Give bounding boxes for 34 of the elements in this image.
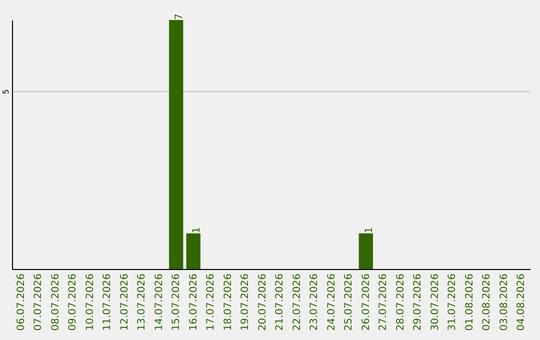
x-tick-label: 27.07.2026 bbox=[378, 274, 390, 331]
x-tick-label: 28.07.2026 bbox=[395, 274, 406, 331]
x-tick-label: 22.07.2026 bbox=[292, 274, 303, 331]
x-tick-label: 12.07.2026 bbox=[119, 274, 130, 331]
x-tick-label: 25.07.2026 bbox=[344, 274, 355, 331]
x-tick-label: 07.07.2026 bbox=[33, 274, 44, 331]
y-tick-label: 5 bbox=[2, 89, 10, 94]
x-tick-label: 04.08.2026 bbox=[516, 274, 528, 331]
data-label: 1 bbox=[364, 227, 375, 234]
x-tick-label: 31.07.2026 bbox=[447, 274, 458, 331]
x-tick-label: 15.07.2026 bbox=[171, 274, 182, 331]
x-tick-label: 13.07.2026 bbox=[136, 274, 148, 331]
x-tick-label: 11.07.2026 bbox=[102, 274, 114, 331]
x-tick-label: 24.07.2026 bbox=[326, 274, 338, 331]
data-label: 1 bbox=[191, 227, 202, 234]
x-tick-label: 01.08.2026 bbox=[464, 274, 476, 331]
x-tick-label: 16.07.2026 bbox=[188, 274, 200, 331]
x-tick-label: 26.07.2026 bbox=[360, 274, 372, 331]
x-tick-label: 10.07.2026 bbox=[84, 274, 96, 331]
x-tick-label: 20.07.2026 bbox=[257, 274, 268, 331]
x-tick-label: 18.07.2026 bbox=[222, 274, 234, 331]
x-tick-label: 19.07.2026 bbox=[240, 274, 252, 331]
x-tick-label: 30.07.2026 bbox=[430, 274, 441, 331]
x-tick-label: 02.08.2026 bbox=[482, 274, 493, 331]
x-tick-label: 29.07.2026 bbox=[412, 274, 424, 331]
x-tick-label: 14.07.2026 bbox=[154, 274, 165, 331]
x-tick-label: 06.07.2026 bbox=[16, 274, 27, 331]
x-tick-label: 21.07.2026 bbox=[274, 274, 286, 331]
x-tick-label: 23.07.2026 bbox=[309, 274, 320, 331]
data-label: 7 bbox=[174, 14, 186, 20]
x-tick-label: 08.07.2026 bbox=[50, 274, 62, 331]
x-tick-label: 03.08.2026 bbox=[498, 274, 510, 331]
x-tick-label: 09.07.2026 bbox=[68, 274, 79, 331]
x-tick-label: 17.07.2026 bbox=[206, 274, 217, 331]
